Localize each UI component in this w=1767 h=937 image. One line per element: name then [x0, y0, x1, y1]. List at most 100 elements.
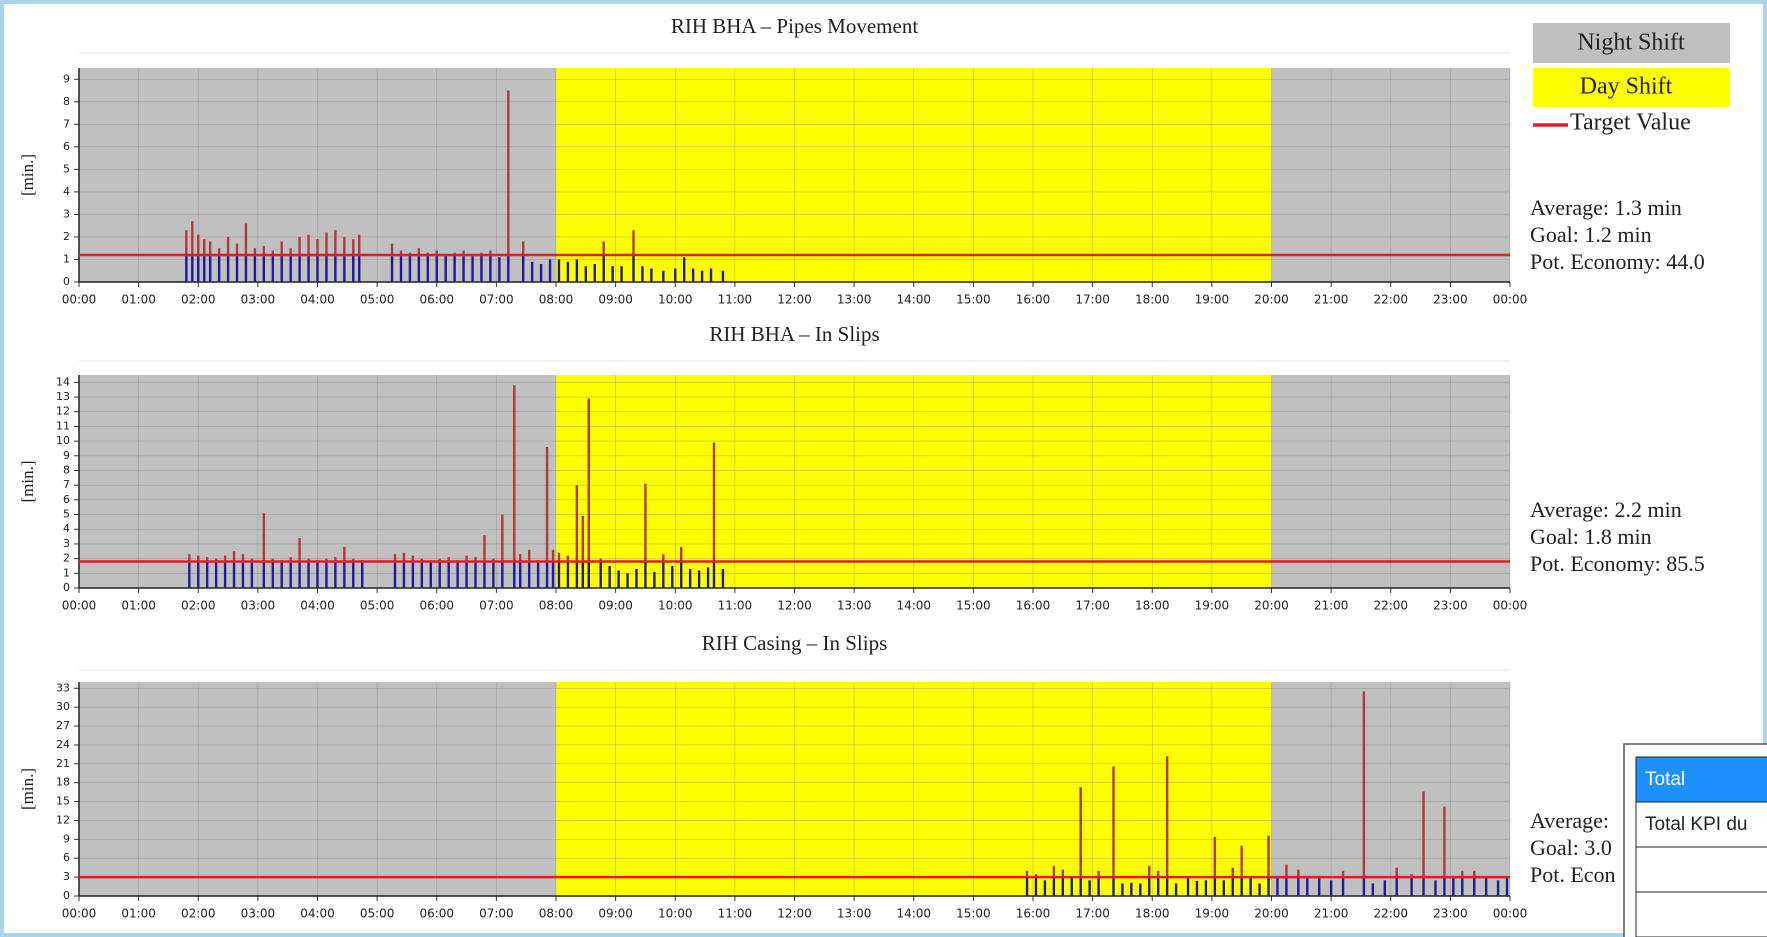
y-tick-label: 1: [63, 252, 70, 265]
table: Total Total KPI du: [1623, 743, 1767, 937]
y-tick-label: 3: [63, 870, 70, 883]
bar-above-target: [581, 516, 585, 562]
x-tick-label: 22:00: [1373, 293, 1408, 307]
x-tick-label: 06:00: [419, 599, 454, 613]
bar: [188, 561, 191, 588]
bar: [1371, 883, 1375, 896]
x-tick-label: 08:00: [539, 907, 574, 921]
y-tick-label: 13: [56, 390, 70, 403]
bar: [334, 254, 337, 282]
y-tick-label: 2: [63, 230, 70, 243]
bar: [334, 561, 337, 588]
bar: [608, 565, 611, 588]
bar: [1222, 880, 1225, 896]
bar-above-target: [334, 230, 337, 255]
x-tick-label: 00:00: [62, 599, 97, 613]
bar-above-target: [712, 442, 716, 562]
bar: [280, 254, 283, 282]
bar: [688, 568, 692, 588]
bar: [262, 561, 266, 588]
bar-above-target: [289, 557, 292, 562]
bar: [662, 561, 665, 588]
x-tick-label: 20:00: [1254, 293, 1289, 307]
bar-above-target: [358, 234, 361, 255]
x-tick-label: 17:00: [1075, 293, 1110, 307]
bar: [325, 254, 328, 282]
bar-above-target: [465, 555, 468, 562]
y-tick-label: 4: [63, 522, 70, 535]
annotation: Pot. Econ: [1530, 862, 1616, 887]
bar: [1484, 877, 1488, 896]
bar: [435, 254, 438, 282]
bar: [680, 561, 683, 588]
bar-above-target: [507, 90, 510, 255]
bar: [241, 561, 245, 588]
bar: [519, 561, 522, 588]
x-tick-label: 19:00: [1195, 599, 1230, 613]
bar-above-target: [1395, 867, 1398, 878]
bar-above-target: [1165, 756, 1169, 878]
bar-above-target: [575, 485, 579, 562]
bar: [566, 261, 570, 282]
x-tick-label: 09:00: [598, 293, 633, 307]
x-tick-label: 03:00: [241, 293, 276, 307]
x-tick-label: 20:00: [1254, 907, 1289, 921]
bar-above-target: [203, 239, 206, 255]
bar: [447, 561, 450, 588]
bar: [653, 571, 656, 588]
bar: [1025, 877, 1029, 896]
bar: [361, 561, 364, 588]
bar-above-target: [402, 552, 406, 562]
bar: [352, 561, 355, 588]
x-tick-label: 04:00: [300, 907, 335, 921]
bar-above-target: [208, 241, 212, 255]
bar-above-target: [417, 248, 421, 255]
x-tick-label: 10:00: [658, 599, 693, 613]
bar-above-target: [1473, 870, 1476, 878]
legend: Night Shift Day Shift Target Value: [1533, 23, 1730, 136]
bar-above-target: [343, 236, 346, 255]
bar: [1157, 877, 1160, 896]
bar: [1061, 877, 1065, 896]
bar: [280, 561, 283, 588]
bar: [706, 567, 710, 588]
bar: [1249, 877, 1252, 896]
bar: [1434, 880, 1437, 896]
annotation: Goal: 3.0: [1530, 835, 1612, 860]
bar: [644, 561, 647, 588]
bar: [402, 561, 406, 588]
bar: [587, 561, 590, 588]
bar: [1422, 877, 1425, 896]
x-tick-label: 17:00: [1075, 907, 1110, 921]
y-tick-label: 0: [63, 581, 70, 594]
bar: [1130, 882, 1133, 896]
bar: [1079, 877, 1082, 896]
bar: [626, 573, 629, 588]
bar-above-target: [316, 239, 319, 255]
bar: [289, 254, 292, 282]
x-tick-label: 17:00: [1075, 599, 1110, 613]
bar-above-target: [435, 250, 438, 255]
bar: [411, 561, 415, 588]
y-axis-label: [min.]: [18, 768, 37, 810]
x-tick-label: 15:00: [956, 907, 991, 921]
bar: [298, 561, 301, 588]
table-cell: [1635, 891, 1767, 937]
bar: [1329, 880, 1333, 896]
y-tick-label: 6: [63, 851, 70, 864]
y-tick-label: 12: [56, 813, 70, 826]
x-tick-label: 05:00: [360, 599, 395, 613]
bar: [352, 254, 355, 282]
bar: [650, 268, 653, 282]
x-tick-label: 03:00: [241, 599, 276, 613]
table-cell: [1635, 846, 1767, 893]
bar-above-target: [1341, 870, 1345, 878]
annotation: Average: 2.2 min: [1530, 497, 1682, 522]
x-tick-label: 21:00: [1314, 907, 1349, 921]
bar: [390, 254, 394, 282]
bar-above-target: [420, 558, 424, 562]
x-tick-label: 14:00: [896, 599, 931, 613]
bar: [420, 561, 424, 588]
bar: [197, 254, 200, 282]
